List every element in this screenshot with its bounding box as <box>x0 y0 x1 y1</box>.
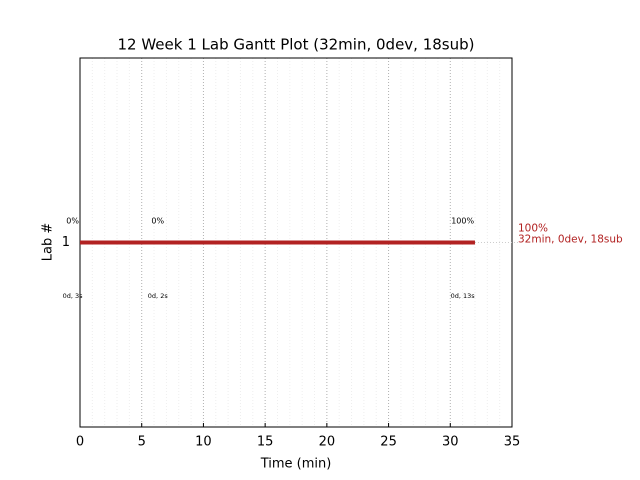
x-axis-label: Time (min) <box>260 457 332 472</box>
annotation-bottom: 0d, 13s <box>451 292 476 300</box>
x-tick-label: 30 <box>442 435 459 450</box>
chart-title: 12 Week 1 Lab Gantt Plot (32min, 0dev, 1… <box>117 36 474 54</box>
x-tick-label: 25 <box>380 435 397 450</box>
gantt-bar <box>80 240 475 245</box>
end-label: 100% <box>518 223 548 235</box>
x-tick-label: 35 <box>504 435 521 450</box>
y-tick-label: 1 <box>62 235 70 250</box>
x-tick-label: 5 <box>138 435 146 450</box>
annotation-top: 100% <box>451 217 474 226</box>
y-axis-label: Lab # <box>41 223 56 262</box>
annotation-top: 0% <box>66 217 79 226</box>
annotation-bottom: 0d, 2s <box>148 292 169 300</box>
end-label: 32min, 0dev, 18sub <box>518 234 623 246</box>
annotation-bottom: 0d, 3s <box>63 292 84 300</box>
x-tick-label: 10 <box>195 435 212 450</box>
annotation-top: 0% <box>151 217 164 226</box>
x-tick-label: 20 <box>319 435 336 450</box>
x-tick-label: 0 <box>76 435 84 450</box>
x-tick-label: 15 <box>257 435 274 450</box>
